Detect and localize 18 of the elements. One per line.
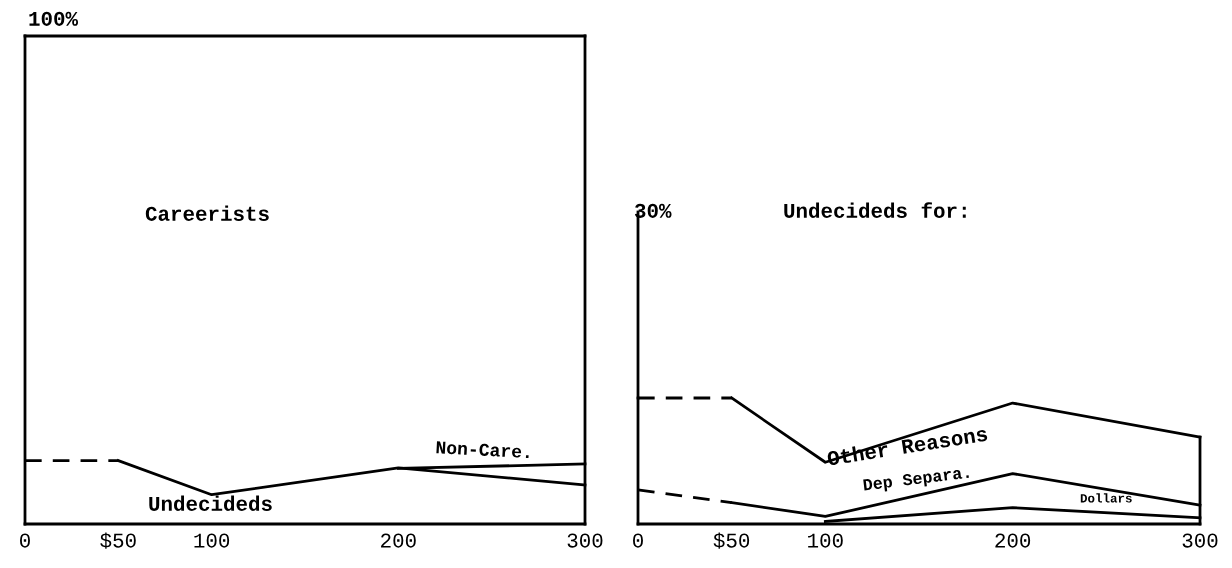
- x-tick-label: 300: [1182, 533, 1218, 548]
- text: Undecideds for:: [784, 202, 966, 218]
- x-tick-label: 100: [808, 533, 843, 548]
- x-tick-label: 100: [194, 533, 230, 548]
- text: 30%: [634, 203, 672, 218]
- x-tick-label: 200: [995, 533, 1031, 548]
- x-tick-label: 300: [567, 533, 603, 548]
- text: 100%: [29, 11, 79, 26]
- x-tick-label: $50: [100, 532, 136, 549]
- x-tick-label: $50: [713, 532, 750, 549]
- annotation: Undecideds: [149, 495, 272, 511]
- x-tick-label: 200: [381, 533, 416, 548]
- x-tick-label: 0: [633, 533, 643, 548]
- annotation: Careerists: [145, 205, 269, 221]
- x-tick-label: 0: [20, 533, 30, 548]
- annotation: Dep Separa.: [863, 466, 970, 494]
- annotation: Dollars: [1080, 493, 1132, 503]
- annotation: Non-Care.: [436, 441, 530, 459]
